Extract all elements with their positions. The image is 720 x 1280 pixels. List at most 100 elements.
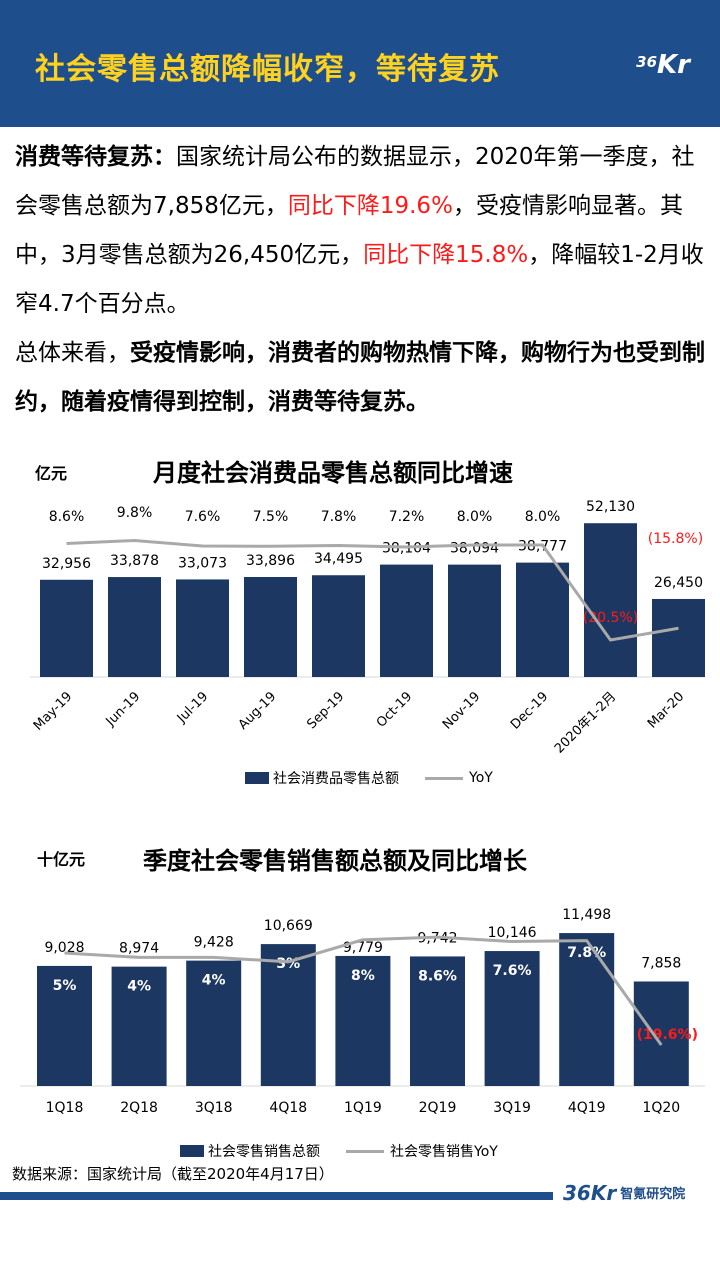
bar-value-label: 10,146 (488, 925, 537, 941)
bar-value-label: 11,498 (562, 907, 611, 923)
x-tick-label: Mar-20 (645, 689, 687, 731)
x-tick-label: 1Q18 (46, 1100, 84, 1116)
legend-bar-label: 社会零售销售总额 (208, 1144, 320, 1160)
legend-line-label: YoY (469, 770, 493, 786)
bar (111, 966, 167, 1086)
bar-value-label: 7,858 (641, 955, 681, 971)
summary-segment: 同比下降19.6% (287, 193, 453, 219)
yoy-label: 4% (127, 979, 151, 995)
bar (244, 577, 297, 677)
legend-bar-label: 社会消费品零售总额 (273, 771, 399, 787)
bar-value-label: 33,878 (110, 553, 159, 569)
yoy-label: 7.2% (389, 509, 425, 525)
chart1-unit: 亿元 (35, 464, 68, 483)
yoy-label: (19.6%) (637, 1027, 698, 1043)
yoy-label: 8% (351, 968, 375, 984)
summary-segment: 消费等待复苏： (15, 144, 176, 170)
x-tick-label: 3Q19 (493, 1100, 531, 1116)
yoy-line (66, 538, 679, 642)
bar-value-label: 26,450 (654, 575, 703, 591)
summary-segment: 国家统计局公布的数据显示，2020年第一季度，社会零售总额为7,858亿元， (15, 144, 695, 219)
summary-segment: 总体来看， (15, 340, 130, 366)
x-tick-label: Sep-19 (304, 689, 347, 732)
summary-text-2: 总体来看，受疫情影响，消费者的购物热情下降，购物行为也受到制约，随着疫情得到控制… (15, 329, 705, 427)
x-tick-label: Oct-19 (374, 689, 416, 731)
footer-logo: 36Kr 智氪研究院 (563, 1181, 685, 1205)
legend-bar-swatch (180, 1145, 204, 1157)
x-tick-label: 1Q20 (642, 1100, 680, 1116)
yoy-label: 8.6% (49, 509, 85, 525)
data-source: 数据来源：国家统计局（截至2020年4月17日） (12, 1165, 334, 1183)
bar-value-label: 34,495 (314, 551, 363, 567)
yoy-label: 7.8% (321, 509, 357, 525)
bar-value-label: 9,028 (44, 940, 84, 956)
yoy-line (64, 935, 663, 1046)
yoy-label: 7.8% (567, 945, 606, 961)
bar (176, 579, 229, 677)
x-tick-label: May-19 (31, 689, 75, 733)
bar (260, 944, 316, 1086)
institute-name: 智氪研究院 (620, 1187, 686, 1202)
chart2-title: 季度社会零售销售额总额及同比增长 (143, 847, 527, 875)
x-tick-label: Nov-19 (440, 689, 483, 732)
bar (40, 579, 93, 677)
summary-paragraph: 消费等待复苏：国家统计局公布的数据显示，2020年第一季度，社会零售总额为7,8… (15, 133, 705, 427)
brand-logo: 36Kr (636, 50, 690, 80)
yoy-label: 7.5% (253, 509, 289, 525)
yoy-label: 4% (202, 973, 226, 989)
yoy-label: 7.6% (185, 509, 221, 525)
page-title: 社会零售总额降幅收窄，等待复苏 (35, 52, 500, 87)
bar (652, 598, 705, 677)
footer-logo-text: 36Kr (563, 1181, 617, 1205)
x-tick-label: 4Q19 (568, 1100, 606, 1116)
chart2-legend: 社会零售销售总额 社会零售销售YoY (180, 1141, 498, 1161)
yoy-label: 7.6% (493, 963, 532, 979)
summary-segment: 受疫情影响，消费者的购物热情下降，购物行为也受到制约，随着疫情得到控制，消费等待… (15, 340, 705, 415)
x-tick-label: Jul-19 (174, 689, 211, 726)
yoy-label: (15.8%) (648, 531, 703, 547)
bar-value-label: 33,896 (246, 553, 295, 569)
bar-value-label: 9,428 (194, 935, 234, 951)
summary-segment: ，降幅较1-2月收窄4.7个百分点。 (15, 242, 704, 317)
x-tick-label: 1Q19 (344, 1100, 382, 1116)
chart1-legend: 社会消费品零售总额 YoY (245, 768, 493, 788)
x-tick-label: Dec-19 (508, 689, 551, 732)
bar (448, 564, 501, 677)
x-tick-label: 2Q19 (419, 1100, 457, 1116)
bar-value-label: 33,073 (178, 555, 227, 571)
summary-segment: 同比下降15.8% (363, 242, 529, 268)
bar-value-label: 52,130 (586, 499, 635, 515)
bar (335, 955, 391, 1086)
legend-bar-swatch (245, 772, 269, 784)
x-tick-label: 2020年1-2月 (552, 689, 619, 756)
x-tick-label: Aug-19 (236, 689, 280, 733)
bar-value-label: 10,669 (264, 918, 313, 934)
quarterly-retail-chart: 9,028 5% 1Q18 8,974 4% 2Q18 9,428 4% 3Q18 10,669 3… (20, 907, 705, 1116)
bar (186, 960, 242, 1086)
yoy-label: 5% (53, 978, 77, 994)
bar (108, 577, 161, 677)
yoy-label: 8.0% (525, 509, 561, 525)
bar (380, 564, 433, 677)
chart2-unit: 十亿元 (37, 850, 86, 869)
bar (37, 965, 92, 1086)
bar-value-label: 9,779 (343, 940, 383, 956)
bar (559, 933, 615, 1086)
bar (410, 956, 465, 1086)
yoy-label: 9.8% (117, 505, 153, 521)
x-tick-label: Jun-19 (103, 689, 144, 730)
bar-value-label: 38,094 (450, 541, 499, 557)
x-tick-label: 3Q18 (195, 1100, 233, 1116)
bar (312, 575, 365, 677)
legend-line-swatch (346, 1149, 384, 1153)
bar (633, 981, 689, 1086)
x-tick-label: 2Q18 (120, 1100, 158, 1116)
legend-line-label: 社会零售销售YoY (390, 1144, 498, 1160)
monthly-retail-chart: 32,956 8.6% May-19 33,878 9.8% Jun-19 33,073 7.… (30, 499, 705, 757)
bar-value-label: 8,974 (119, 941, 159, 957)
bar-value-label: 38,104 (382, 541, 431, 557)
yoy-label: 8.0% (457, 509, 493, 525)
bar (584, 523, 637, 677)
yoy-label: 8.6% (418, 968, 457, 984)
x-tick-label: 4Q18 (269, 1100, 307, 1116)
